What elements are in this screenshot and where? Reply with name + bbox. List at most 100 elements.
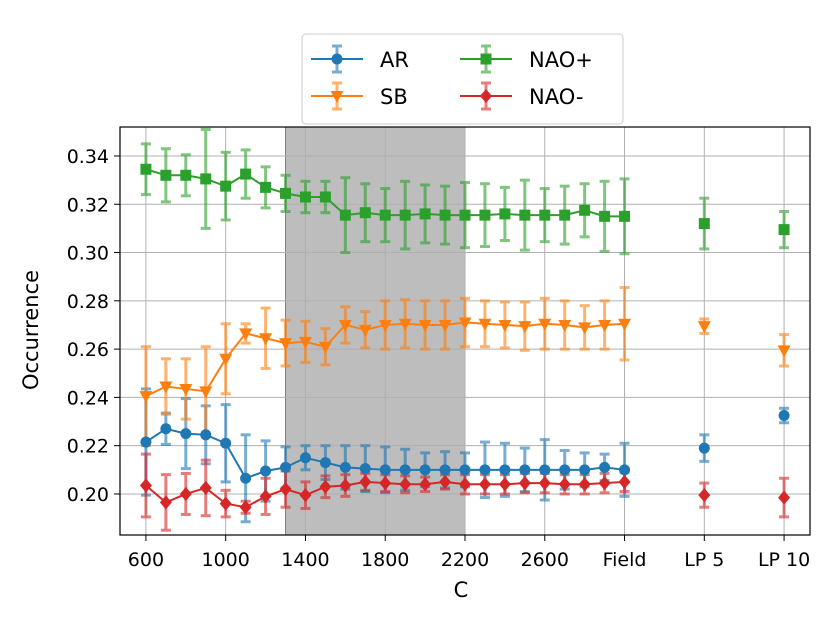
data-point-nao-minus: [558, 477, 571, 492]
y-tick-label: 0.32: [67, 194, 109, 216]
data-point-nao-minus: [299, 488, 312, 503]
y-tick-label: 0.26: [67, 339, 109, 361]
data-point-sb: [338, 319, 352, 332]
data-point-nao-plus: [439, 209, 451, 221]
data-point-nao-minus: [319, 479, 332, 494]
data-point-sb: [199, 386, 213, 399]
legend-marker: [331, 53, 343, 65]
data-point-sb: [538, 318, 552, 331]
data-point-nao-minus: [139, 478, 152, 493]
data-point-nao-minus: [578, 477, 591, 492]
data-point-ar: [599, 461, 611, 473]
data-point-nao-minus: [379, 476, 392, 491]
data-point-nao-plus: [379, 209, 391, 221]
data-point-ar: [519, 464, 531, 476]
data-point-nao-minus: [279, 482, 292, 497]
data-point-nao-minus: [359, 474, 372, 489]
data-point-nao-plus: [180, 169, 192, 181]
data-point-ar: [240, 472, 252, 484]
data-point-nao-minus: [618, 474, 631, 489]
data-point-nao-minus: [399, 477, 412, 492]
data-point-sb: [697, 321, 711, 334]
data-point-nao-plus: [299, 191, 311, 203]
data-point-nao-minus: [259, 489, 272, 504]
data-point-nao-minus: [778, 490, 791, 505]
data-point-ar: [140, 436, 152, 448]
data-point-ar: [698, 442, 710, 454]
data-point-sb: [318, 341, 332, 354]
legend-marker: [480, 53, 492, 65]
data-point-nao-minus: [518, 476, 531, 491]
data-point-nao-plus: [200, 173, 212, 185]
data-point-sb: [239, 328, 253, 341]
data-point-nao-plus: [260, 181, 272, 193]
x-tick-label: 2200: [441, 549, 489, 571]
legend-label-sb: SB: [380, 85, 408, 109]
data-point-ar: [399, 464, 411, 476]
data-point-sb: [378, 319, 392, 332]
data-point-nao-plus: [319, 191, 331, 203]
data-point-sb: [398, 318, 412, 331]
data-point-nao-plus: [519, 209, 531, 221]
plot-frame: [119, 126, 811, 536]
data-point-sb: [478, 318, 492, 331]
y-tick-label: 0.30: [67, 243, 109, 265]
data-point-ar: [419, 464, 431, 476]
data-point-ar: [339, 461, 351, 473]
data-point-ar: [579, 464, 591, 476]
y-tick-label: 0.34: [67, 146, 109, 168]
data-point-nao-plus: [220, 180, 232, 192]
data-point-sb: [498, 319, 512, 332]
y-axis-label: Occurrence: [19, 270, 43, 390]
data-point-nao-plus: [339, 209, 351, 221]
data-point-sb: [578, 322, 592, 335]
data-point-sb: [438, 319, 452, 332]
legend-sample-sb: [311, 81, 363, 111]
tick-layer: 600 1000 1400 1800 2200 2600 Field LP 5 LP 10 0.2…: [67, 146, 811, 571]
x-tick-label: 600: [128, 549, 164, 571]
data-point-ar: [559, 464, 571, 476]
legend-sample-ar: [311, 44, 363, 74]
data-point-ar: [539, 464, 551, 476]
data-point-nao-plus: [240, 168, 252, 180]
data-point-sb: [279, 338, 293, 351]
legend: AR SB NAO+ NAO-: [301, 33, 624, 125]
data-point-nao-plus: [499, 208, 511, 220]
data-point-ar: [220, 437, 232, 449]
data-point-nao-minus: [598, 476, 611, 491]
y-tick-label: 0.24: [67, 387, 109, 409]
data-point-sb: [298, 336, 312, 349]
data-point-nao-plus: [698, 218, 710, 230]
data-point-sb: [139, 391, 153, 404]
data-point-nao-minus: [339, 478, 352, 493]
data-point-nao-minus: [698, 488, 711, 503]
data-point-sb: [777, 345, 791, 358]
data-point-nao-minus: [199, 480, 212, 495]
x-tick-label: Field: [603, 549, 647, 571]
marker-layer: [139, 163, 791, 515]
y-tick-label: 0.22: [67, 436, 109, 458]
legend-label-ar: AR: [380, 48, 409, 72]
x-tick-label: 1800: [361, 549, 409, 571]
data-point-nao-minus: [478, 477, 491, 492]
x-tick-label: LP 5: [684, 549, 724, 571]
data-point-nao-plus: [559, 209, 571, 221]
data-point-sb: [179, 383, 193, 396]
legend-sample-nao-minus: [460, 81, 512, 111]
y-tick-label: 0.20: [67, 484, 109, 506]
x-tick-label: LP 10: [758, 549, 810, 571]
data-point-nao-minus: [538, 476, 551, 491]
data-point-sb: [259, 333, 273, 346]
data-point-ar: [180, 428, 192, 440]
legend-marker: [330, 91, 344, 103]
data-point-sb: [598, 319, 612, 332]
shaded-region: [285, 126, 466, 536]
data-point-nao-minus: [498, 477, 511, 492]
data-point-nao-plus: [778, 224, 790, 236]
legend-sample-nao-plus: [460, 44, 512, 74]
data-point-ar: [778, 409, 790, 421]
data-point-sb: [618, 318, 632, 331]
legend-entry-sb: SB: [311, 81, 408, 111]
legend-entry-ar: AR: [311, 44, 409, 74]
